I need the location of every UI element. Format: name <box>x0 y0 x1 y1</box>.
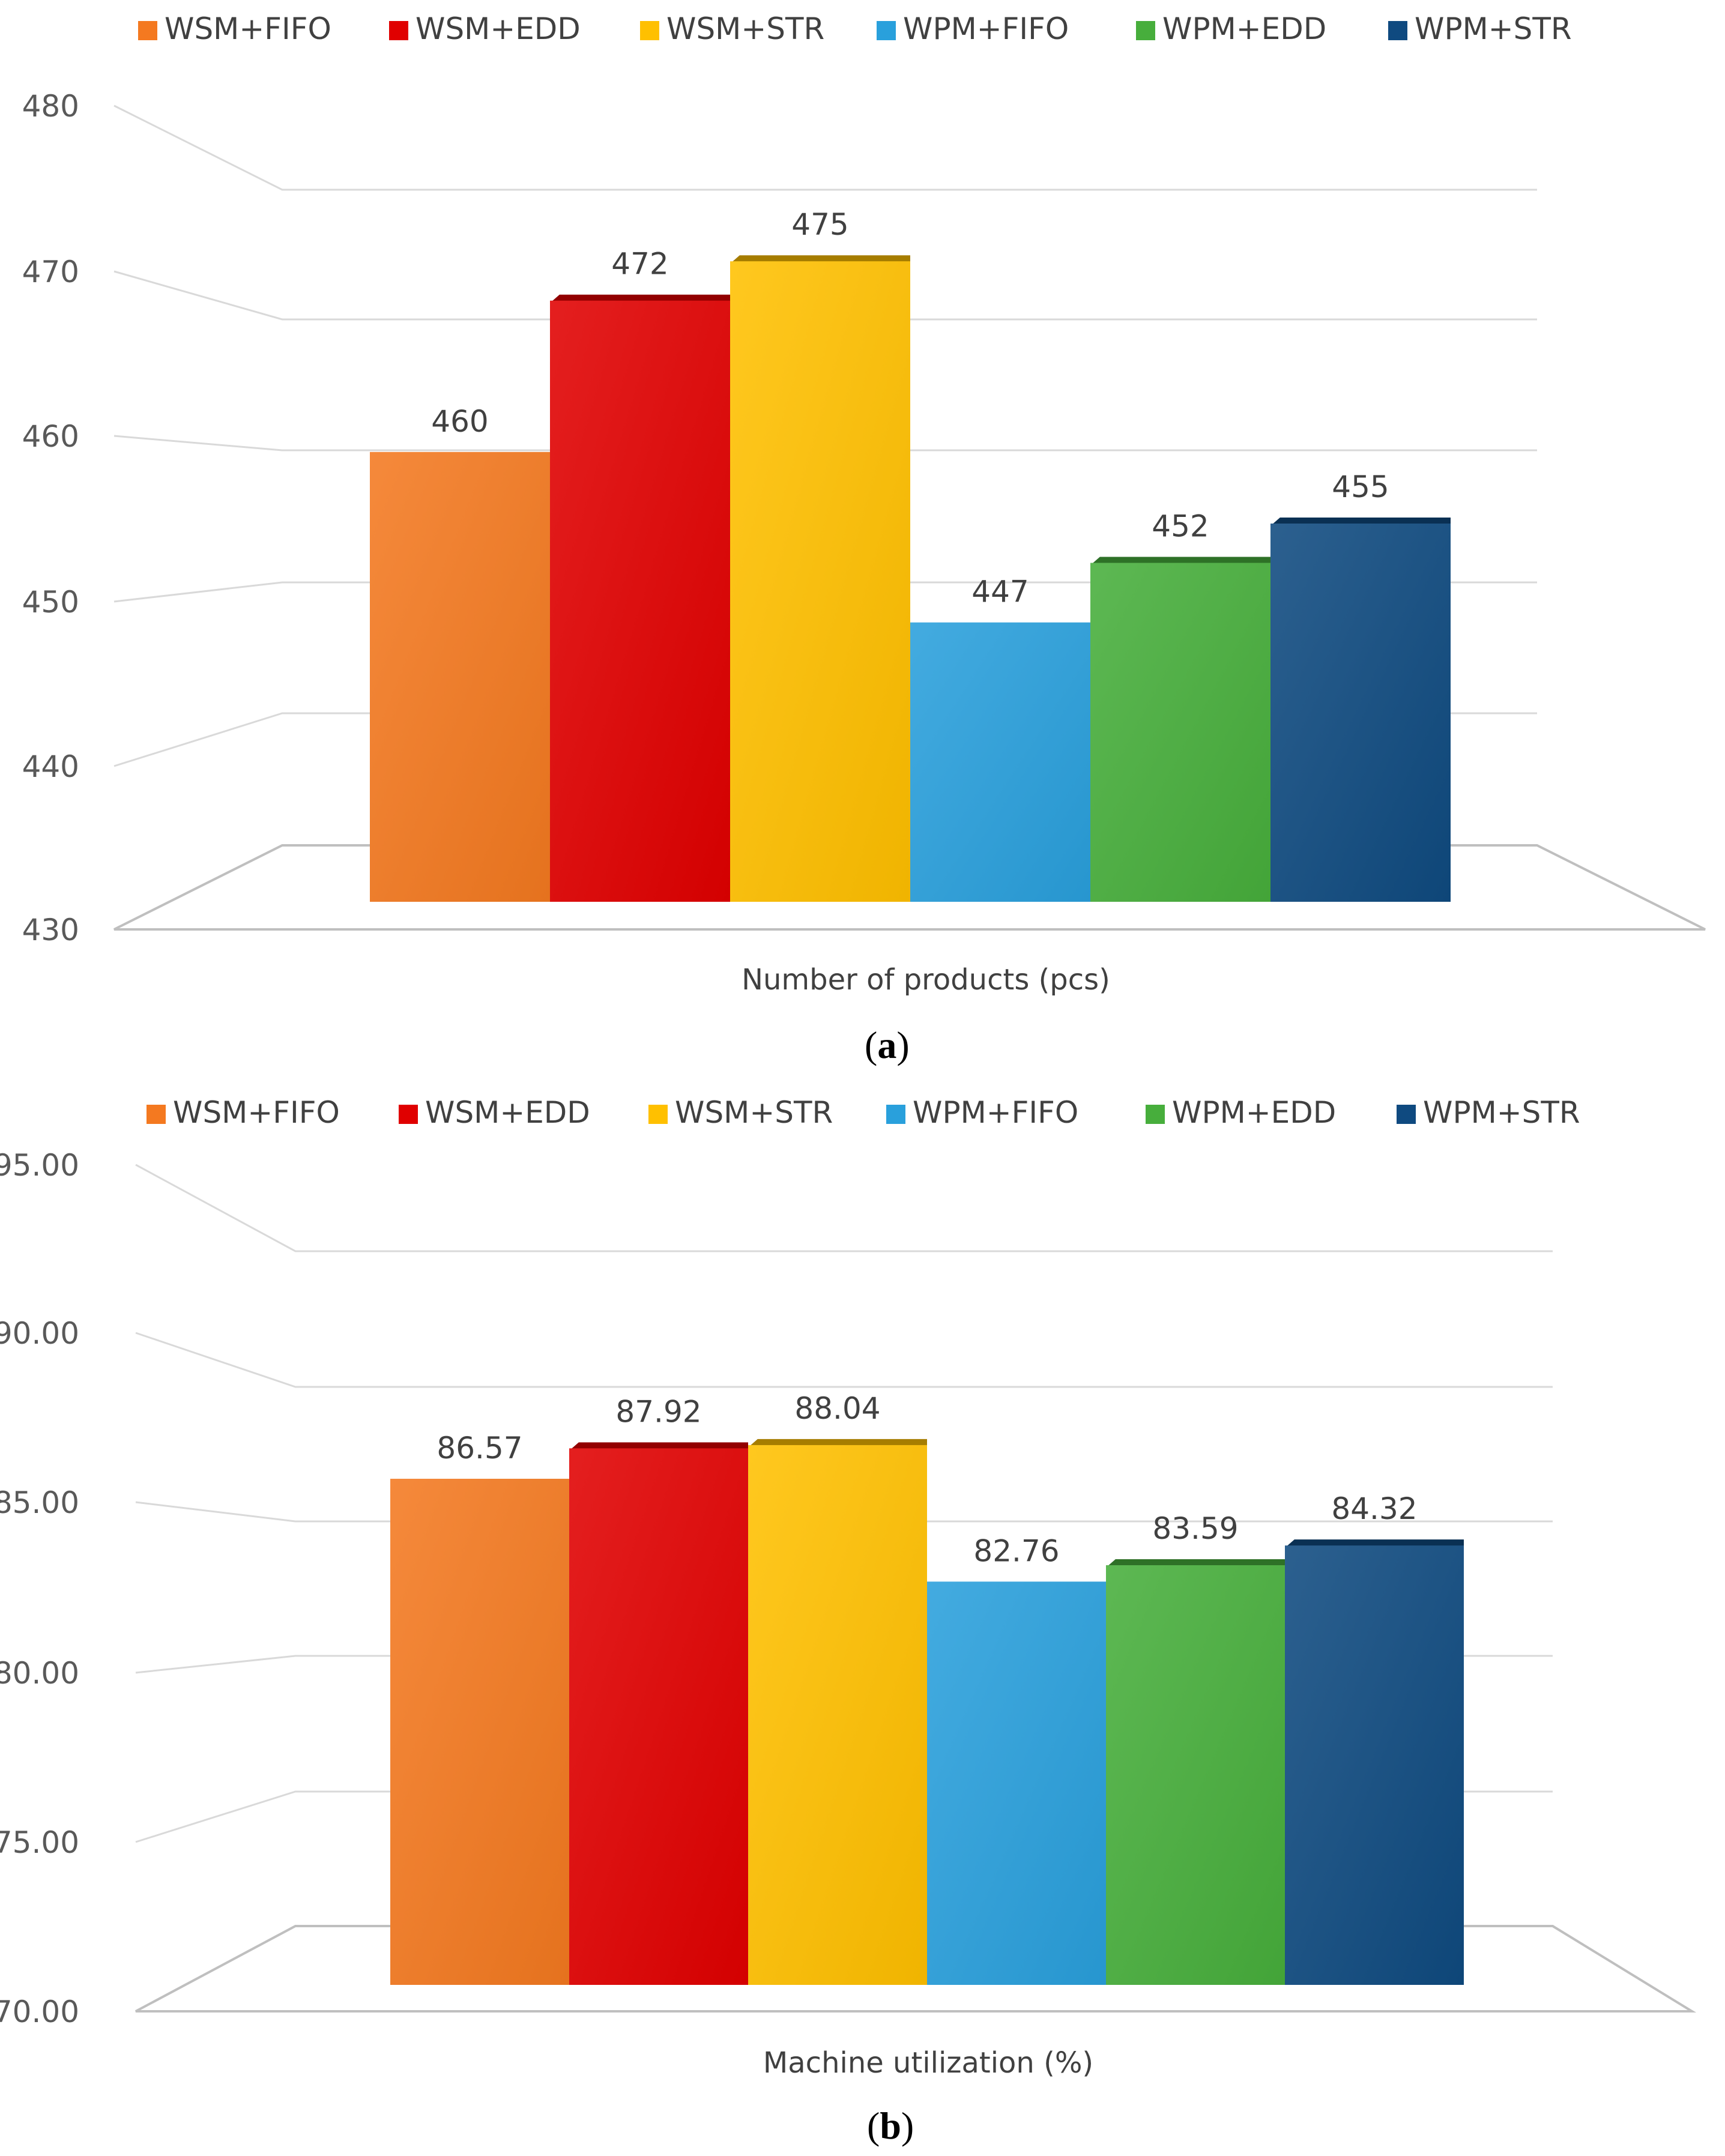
y-tick-label: 70.00 <box>0 1994 79 2029</box>
legend-swatch <box>147 1105 166 1124</box>
gridline <box>113 270 1537 321</box>
bar-wsm-edd <box>550 300 730 902</box>
legend-label: WPM+FIFO <box>913 1095 1078 1130</box>
legend-label: WSM+FIFO <box>173 1095 340 1130</box>
bar-wpm-str <box>1270 524 1451 902</box>
legend-label: WSM+STR <box>666 11 824 46</box>
legend-swatch <box>640 21 659 40</box>
y-tick-label: 460 <box>22 419 79 454</box>
bar-wpm-fifo <box>927 1581 1106 1985</box>
data-label: 447 <box>971 575 1029 609</box>
data-labels: 86.57 87.92 88.04 82.76 83.59 84.32 <box>437 1391 1417 1568</box>
legend-label: WPM+STR <box>1415 11 1572 46</box>
legend-swatch <box>138 21 157 40</box>
y-tick-label: 430 <box>22 913 79 947</box>
bar-wsm-fifo <box>370 451 550 902</box>
legend-swatch <box>389 21 408 40</box>
floor-plane <box>135 1925 1697 2013</box>
bar-wsm-str <box>730 261 910 902</box>
y-tick-label: 85.00 <box>0 1485 79 1520</box>
legend-label: WPM+STR <box>1423 1095 1580 1130</box>
data-label: 452 <box>1152 509 1209 544</box>
legend-label: WPM+EDD <box>1172 1095 1336 1130</box>
legend-swatch <box>1397 1105 1416 1124</box>
bars <box>390 1439 1464 1985</box>
bar-wpm-fifo <box>910 622 1090 902</box>
legend: WSM+FIFO WSM+EDD WSM+STR WPM+FIFO WPM+EDD WPM… <box>147 1095 1580 1130</box>
legend-swatch <box>1146 1105 1165 1124</box>
data-label: 472 <box>611 247 668 282</box>
y-tick-label: 480 <box>22 89 79 124</box>
data-label: 82.76 <box>973 1533 1059 1568</box>
y-tick-label: 450 <box>22 585 79 620</box>
legend-swatch <box>1136 21 1155 40</box>
bar-wpm-edd <box>1106 1565 1285 1985</box>
data-label: 88.04 <box>794 1391 880 1426</box>
data-label: 86.57 <box>437 1431 522 1466</box>
legend-swatch <box>648 1105 668 1124</box>
bar-wpm-edd <box>1090 563 1270 902</box>
legend-swatch <box>1388 21 1407 40</box>
floor-plane <box>113 844 1706 931</box>
gridline <box>113 435 1537 451</box>
y-tick-label: 75.00 <box>0 1825 79 1860</box>
legend-label: WPM+EDD <box>1162 11 1326 46</box>
y-axis-ticks: 70.00 75.00 80.00 85.00 90.00 95.00 <box>0 1148 79 2029</box>
bar-wpm-str <box>1285 1545 1464 1985</box>
gridline <box>113 104 1537 191</box>
x-axis-label: Number of products (pcs) <box>742 963 1110 997</box>
legend-label: WSM+STR <box>675 1095 833 1130</box>
data-labels: 460 472 475 447 452 455 <box>431 207 1389 609</box>
data-label: 83.59 <box>1152 1511 1238 1546</box>
y-tick-label: 90.00 <box>0 1316 79 1351</box>
bars <box>370 255 1451 902</box>
data-label: 475 <box>791 207 848 242</box>
panel-label-a: (a) <box>865 1024 910 1066</box>
chart-panel-b: 70.00 75.00 80.00 85.00 90.00 95.00 86.57 87.9… <box>0 1095 1697 2147</box>
chart-panel-a: 430 440 450 460 470 480 460 472 475 447 452 455 WS… <box>22 11 1706 1066</box>
legend-swatch <box>877 21 896 40</box>
legend: WSM+FIFO WSM+EDD WSM+STR WPM+FIFO WPM+EDD WPM… <box>138 11 1572 46</box>
gridline <box>135 1501 1553 1523</box>
gridline <box>135 1332 1553 1388</box>
legend-label: WSM+FIFO <box>165 11 331 46</box>
bar-wsm-str <box>748 1445 927 1985</box>
bar-wsm-edd <box>569 1448 748 1985</box>
x-axis-label: Machine utilization (%) <box>763 2046 1093 2080</box>
data-label: 460 <box>431 404 488 439</box>
data-label: 84.32 <box>1331 1491 1417 1526</box>
legend-swatch <box>886 1105 905 1124</box>
gridlines <box>113 104 1706 931</box>
y-axis-ticks: 430 440 450 460 470 480 <box>22 89 79 947</box>
gridline <box>135 1164 1553 1252</box>
legend-swatch <box>399 1105 418 1124</box>
bar-wsm-fifo <box>390 1479 569 1985</box>
y-tick-label: 80.00 <box>0 1656 79 1691</box>
legend-label: WSM+EDD <box>415 11 581 46</box>
legend-label: WSM+EDD <box>425 1095 590 1130</box>
y-tick-label: 470 <box>22 255 79 289</box>
legend-label: WPM+FIFO <box>903 11 1069 46</box>
data-label: 87.92 <box>615 1394 701 1429</box>
data-label: 455 <box>1332 470 1389 504</box>
y-tick-label: 440 <box>22 749 79 784</box>
y-tick-label: 95.00 <box>0 1148 79 1183</box>
panel-label-b: (b) <box>867 2104 914 2147</box>
